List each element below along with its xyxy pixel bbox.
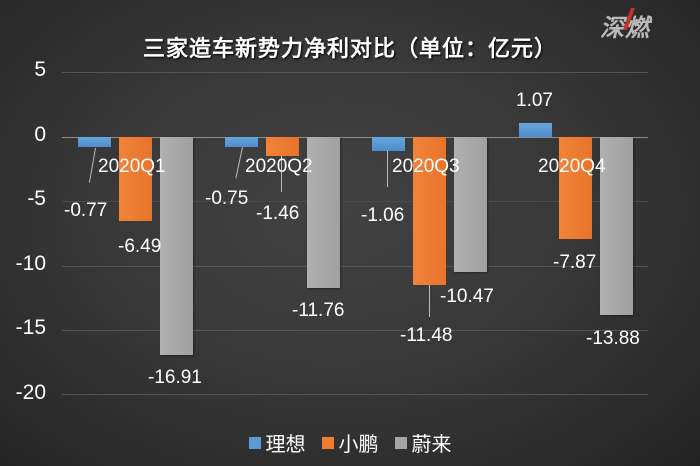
y-tick-5: 5 [34,58,46,81]
y-tick-0: 0 [34,123,46,146]
y-tick-neg15: -15 [15,316,46,339]
gridline-neg20 [62,394,648,395]
bar-xpeng-2020q1 [119,137,152,221]
label-li-2020q3: -1.06 [361,205,405,226]
legend-item-li[interactable]: 理想 [248,428,306,457]
bar-xpeng-2020q3 [413,137,446,285]
label-nio-2020q1: -16.91 [148,367,202,388]
legend-item-nio[interactable]: 蔚来 [394,428,452,457]
gridline-5 [62,72,648,73]
leader-line [429,285,430,317]
bar-li-2020q3 [372,137,405,151]
leader-line [387,151,388,187]
leader-line [281,156,282,192]
legend-item-xpeng[interactable]: 小鹏 [321,428,379,457]
gridline-neg10 [62,266,648,267]
legend: 理想 小鹏 蔚来 [0,428,700,457]
label-li-2020q1: -0.77 [64,200,108,221]
category-2020q4: 2020Q4 [538,156,606,177]
legend-swatch-nio [394,436,407,449]
bar-nio-2020q2 [307,137,340,288]
bar-nio-2020q1 [160,137,193,355]
gridline-neg5 [62,201,648,202]
y-tick-neg20: -20 [15,381,46,404]
label-xpeng-2020q2: -1.46 [256,203,300,224]
bar-nio-2020q3 [454,137,487,272]
label-li-2020q4: 1.07 [516,90,553,111]
label-xpeng-2020q4: -7.87 [553,252,597,273]
legend-label-xpeng: 小鹏 [338,432,379,456]
label-nio-2020q2: -11.76 [292,300,345,321]
bar-nio-2020q4 [600,137,633,315]
legend-label-nio: 蔚来 [411,432,452,456]
zero-axis-line [62,137,648,138]
brand-logo: 深燃 [600,8,650,43]
label-nio-2020q4: -13.88 [586,328,640,349]
leader-line [88,148,96,183]
legend-label-li: 理想 [265,432,306,456]
bar-xpeng-2020q4 [559,137,592,239]
category-2020q1: 2020Q1 [98,156,166,177]
bar-li-2020q2 [225,137,258,147]
label-xpeng-2020q3: -11.48 [400,325,453,346]
category-2020q2: 2020Q2 [245,156,313,177]
label-nio-2020q3: -10.47 [440,286,494,307]
leader-line [235,147,243,179]
legend-swatch-xpeng [321,436,334,449]
legend-swatch-li [248,436,261,449]
chart-title: 三家造车新势力净利对比（单位：亿元） [142,37,557,62]
logo-left-char: 深 [600,14,625,42]
bar-li-2020q1 [78,137,111,147]
gridline-neg15 [62,330,648,331]
label-li-2020q2: -0.75 [205,188,249,209]
label-xpeng-2020q1: -6.49 [118,236,162,257]
category-2020q3: 2020Q3 [392,156,460,177]
y-tick-neg5: -5 [27,187,46,210]
bar-xpeng-2020q2 [266,137,299,156]
bar-li-2020q4 [519,123,552,137]
y-tick-neg10: -10 [15,252,46,275]
